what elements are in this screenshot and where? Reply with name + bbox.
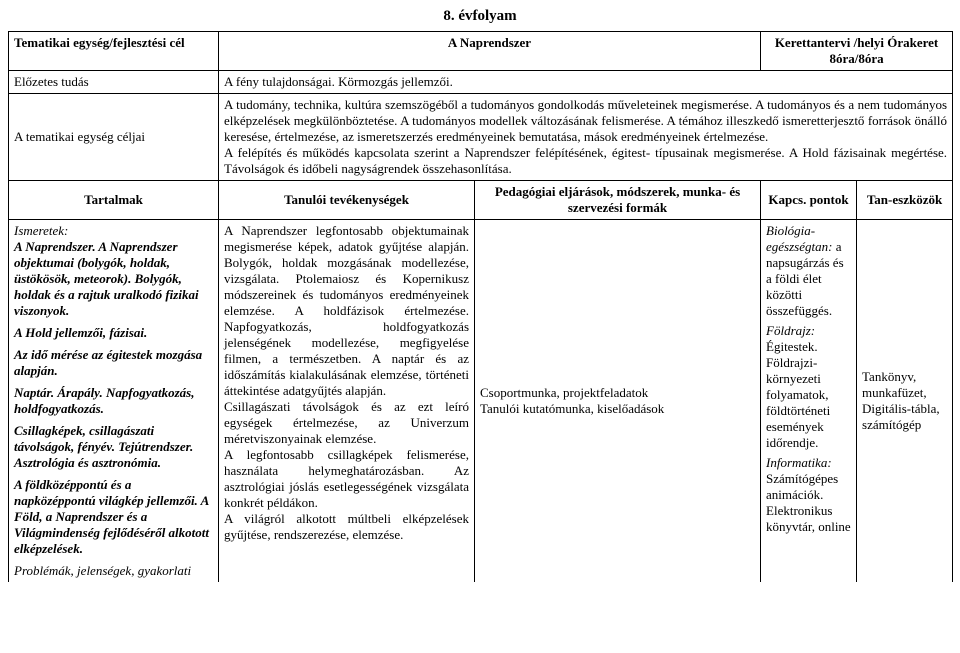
kapcs-bio-label: Biológia-egészségtan: bbox=[766, 223, 832, 254]
kapcs-foldrajz-label: Földrajz: bbox=[766, 323, 815, 338]
tartalmak-p3: Az idő mérése az égitestek mozgása alapj… bbox=[14, 347, 213, 379]
tartalmak-p2: A Hold jellemzői, fázisai. bbox=[14, 325, 213, 341]
body-modszerek: Csoportmunka, projektfeladatok Tanulói k… bbox=[475, 220, 761, 583]
page-title: 8. évfolyam bbox=[8, 8, 952, 25]
body-eszkozok: Tankönyv, munkafüzet, Digitális-tábla, s… bbox=[857, 220, 953, 583]
kapcs-informatika-text: Számítógépes animációk. Elektronikus kön… bbox=[766, 471, 851, 534]
kapcs-foldrajz-text: Égitestek. Földrajzi-környezeti folyamat… bbox=[766, 339, 830, 450]
row3-label: A tematikai egység céljai bbox=[9, 94, 219, 181]
hdr-tevekenysegek: Tanulói tevékenységek bbox=[219, 181, 475, 220]
row3-content: A tudomány, technika, kultúra szemszögéb… bbox=[219, 94, 953, 181]
tartalmak-p7: Problémák, jelenségek, gyakorlati bbox=[14, 563, 213, 579]
hdr-kapcs: Kapcs. pontok bbox=[761, 181, 857, 220]
curriculum-table: Tematikai egység/fejlesztési cél A Napre… bbox=[8, 31, 953, 582]
tartalmak-p5: Csillagképek, csillagászati távolságok, … bbox=[14, 423, 213, 471]
row1-hours: Kerettantervi /helyi Órakeret 8óra/8óra bbox=[761, 32, 953, 71]
hdr-eszkozok: Tan-eszközök bbox=[857, 181, 953, 220]
tartalmak-p1: A Naprendszer. A Naprendszer objektumai … bbox=[14, 239, 199, 318]
tartalmak-p6: A földközéppontú és a napközéppontú vilá… bbox=[14, 477, 213, 557]
body-kapcs: Biológia-egészségtan: a napsugárzás és a… bbox=[761, 220, 857, 583]
kapcs-informatika-label: Informatika: bbox=[766, 455, 832, 470]
body-tevekenysegek: A Naprendszer legfontosabb objektumainak… bbox=[219, 220, 475, 583]
row1-label: Tematikai egység/fejlesztési cél bbox=[9, 32, 219, 71]
hdr-modszerek: Pedagógiai eljárások, módszerek, munka- … bbox=[475, 181, 761, 220]
row1-topic: A Naprendszer bbox=[219, 32, 761, 71]
tartalmak-p4: Naptár. Árapály. Napfogyatkozás, holdfog… bbox=[14, 385, 213, 417]
row2-label: Előzetes tudás bbox=[9, 71, 219, 94]
body-tartalmak: Ismeretek: A Naprendszer. A Naprendszer … bbox=[9, 220, 219, 583]
row2-content: A fény tulajdonságai. Körmozgás jellemző… bbox=[219, 71, 953, 94]
hdr-tartalmak: Tartalmak bbox=[9, 181, 219, 220]
ismeretek-label: Ismeretek: bbox=[14, 223, 68, 238]
